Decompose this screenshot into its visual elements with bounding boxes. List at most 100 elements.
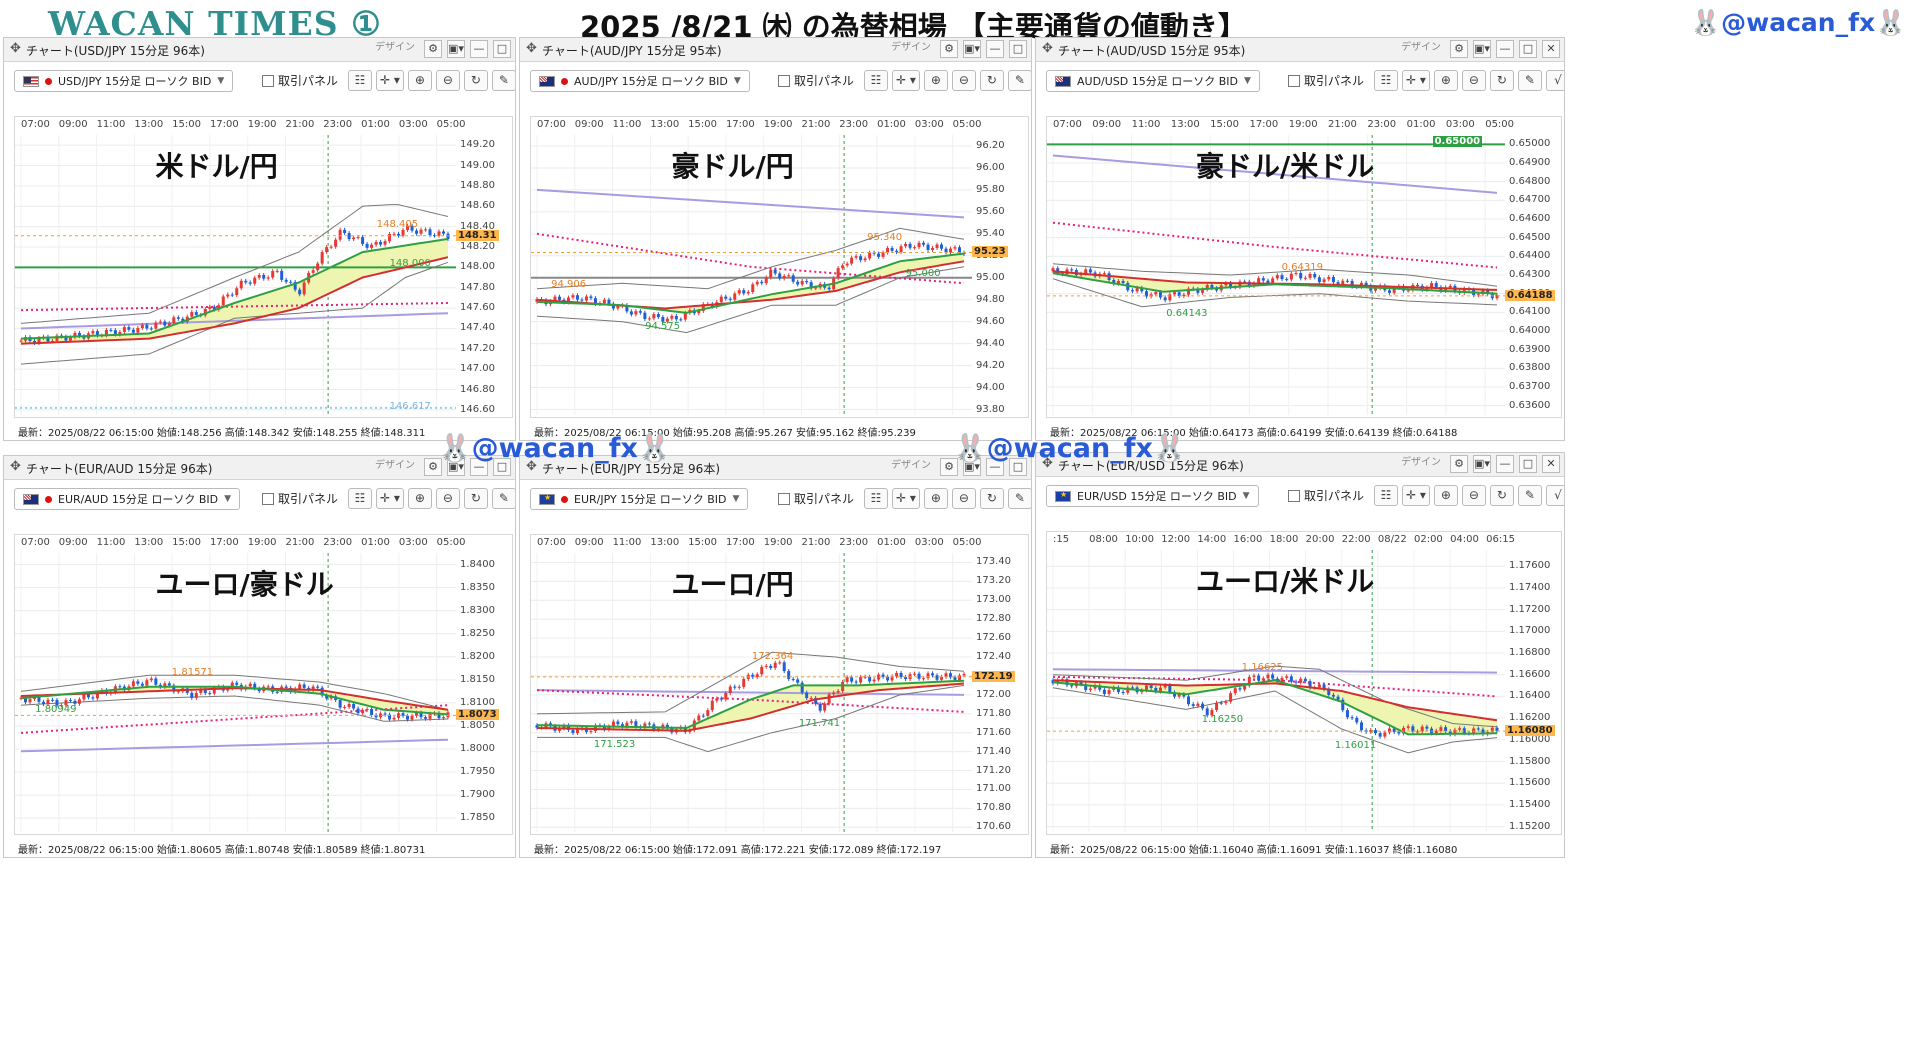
design-button[interactable]: デザイン	[891, 42, 931, 53]
trade-panel-checkbox[interactable]: 取引パネル	[262, 490, 338, 507]
move-handle-icon[interactable]: ✥	[1042, 41, 1053, 56]
trade-panel-checkbox[interactable]: 取引パネル	[1288, 487, 1364, 504]
design-button[interactable]: デザイン	[1401, 457, 1441, 468]
trade-panel-checkbox[interactable]: 取引パネル	[1288, 72, 1364, 89]
price-axis[interactable]: 1.8400 1.8350 1.8300 1.8250 1.8200 1.8150 1.81…	[456, 535, 514, 832]
checkbox-icon[interactable]	[1288, 74, 1300, 87]
symbol-select[interactable]: EUR/JPY 15分足 ローソク BID ▼	[530, 488, 749, 510]
chart-canvas[interactable]	[1047, 117, 1505, 417]
layout-menu-button[interactable]: ▣▾	[963, 458, 981, 476]
price-axis[interactable]: 1.17600 1.17400 1.17200 1.17000 1.16800 1.166…	[1505, 532, 1563, 832]
design-button[interactable]: デザイン	[375, 460, 415, 471]
chart-canvas[interactable]	[15, 117, 456, 417]
price-chart[interactable]: :15 08:00 10:00 12:00 14:00 16:00 18:00 20:00 22…	[1046, 531, 1562, 835]
chart-window[interactable]: ✥ チャート(AUD/USD 15分足 95本) デザイン ⚙ ▣▾ — □ ✕…	[1035, 37, 1565, 441]
maximize-button[interactable]: □	[493, 40, 511, 58]
symbol-select[interactable]: AUD/USD 15分足 ローソク BID ▼	[1046, 70, 1260, 92]
price-chart[interactable]: 07:00 09:00 11:00 13:00 15:00 17:00 19:00 21:00…	[530, 116, 1029, 418]
minimize-button[interactable]: —	[470, 40, 488, 58]
chart-window[interactable]: ✥ チャート(EUR/AUD 15分足 96本) デザイン ⚙ ▣▾ — □ E…	[3, 455, 516, 858]
trade-panel-checkbox[interactable]: 取引パネル	[778, 490, 854, 507]
minimize-button[interactable]: —	[1496, 455, 1514, 473]
draw-pen-icon[interactable]: ✎	[1007, 488, 1031, 509]
zoom-in-icon[interactable]: ⊕	[1433, 70, 1458, 91]
refresh-icon[interactable]: ↻	[463, 488, 488, 509]
design-button[interactable]: デザイン	[375, 42, 415, 53]
chart-canvas[interactable]	[531, 117, 972, 417]
crosshair-button[interactable]: ✛ ▾	[1402, 70, 1430, 91]
checkbox-icon[interactable]	[778, 492, 790, 505]
symbol-select[interactable]: AUD/JPY 15分足 ローソク BID ▼	[530, 70, 750, 92]
window-titlebar[interactable]: ✥ チャート(EUR/USD 15分足 96本) デザイン ⚙ ▣▾ — □ ✕	[1036, 453, 1564, 477]
minimize-button[interactable]: —	[986, 40, 1004, 58]
trade-panel-checkbox[interactable]: 取引パネル	[262, 72, 338, 89]
layout-menu-button[interactable]: ▣▾	[1473, 40, 1491, 58]
window-titlebar[interactable]: ✥ チャート(AUD/JPY 15分足 95本) デザイン ⚙ ▣▾ — □	[520, 38, 1031, 62]
refresh-icon[interactable]: ↻	[463, 70, 488, 91]
chart-window[interactable]: ✥ チャート(USD/JPY 15分足 96本) デザイン ⚙ ▣▾ — □ U…	[3, 37, 516, 441]
zoom-out-icon[interactable]: ⊖	[435, 488, 460, 509]
checkbox-icon[interactable]	[262, 492, 274, 505]
maximize-button[interactable]: □	[1009, 458, 1027, 476]
zoom-in-icon[interactable]: ⊕	[923, 70, 948, 91]
chart-window[interactable]: ✥ チャート(EUR/JPY 15分足 96本) デザイン ⚙ ▣▾ — □ E…	[519, 455, 1032, 858]
price-axis[interactable]: 0.65000 0.64900 0.64800 0.64700 0.64600 0.645…	[1505, 117, 1563, 415]
crosshair-button[interactable]: ✛ ▾	[1402, 485, 1430, 506]
chart-type-button[interactable]: ☷	[864, 488, 889, 509]
symbol-select[interactable]: EUR/AUD 15分足 ローソク BID ▼	[14, 488, 241, 510]
layout-menu-button[interactable]: ▣▾	[447, 40, 465, 58]
close-button[interactable]: ✕	[1542, 455, 1560, 473]
move-handle-icon[interactable]: ✥	[1042, 456, 1053, 471]
price-chart[interactable]: 07:00 09:00 11:00 13:00 15:00 17:00 19:00 21:00…	[1046, 116, 1562, 418]
chart-window[interactable]: ✥ チャート(EUR/USD 15分足 96本) デザイン ⚙ ▣▾ — □ ✕…	[1035, 452, 1565, 858]
move-handle-icon[interactable]: ✥	[526, 459, 537, 474]
chart-canvas[interactable]	[531, 535, 972, 834]
gear-icon[interactable]: ⚙	[1450, 40, 1468, 58]
chart-type-button[interactable]: ☷	[1374, 485, 1399, 506]
zoom-in-icon[interactable]: ⊕	[407, 488, 432, 509]
refresh-icon[interactable]: ↻	[1489, 485, 1514, 506]
gear-icon[interactable]: ⚙	[1450, 455, 1468, 473]
draw-pen-icon[interactable]: ✎	[1007, 70, 1031, 91]
gear-icon[interactable]: ⚙	[424, 40, 442, 58]
zoom-out-icon[interactable]: ⊖	[1461, 70, 1486, 91]
maximize-button[interactable]: □	[1519, 455, 1537, 473]
design-button[interactable]: デザイン	[891, 460, 931, 471]
zoom-out-icon[interactable]: ⊖	[1461, 485, 1486, 506]
move-handle-icon[interactable]: ✥	[526, 41, 537, 56]
price-chart[interactable]: 07:00 09:00 11:00 13:00 15:00 17:00 19:00 21:00…	[14, 116, 513, 418]
zoom-out-icon[interactable]: ⊖	[951, 488, 976, 509]
layout-menu-button[interactable]: ▣▾	[447, 458, 465, 476]
crosshair-button[interactable]: ✛ ▾	[376, 70, 404, 91]
chart-window[interactable]: ✥ チャート(AUD/JPY 15分足 95本) デザイン ⚙ ▣▾ — □ A…	[519, 37, 1032, 441]
gear-icon[interactable]: ⚙	[940, 458, 958, 476]
zoom-in-icon[interactable]: ⊕	[1433, 485, 1458, 506]
symbol-select[interactable]: USD/JPY 15分足 ローソク BID ▼	[14, 70, 234, 92]
move-handle-icon[interactable]: ✥	[10, 459, 21, 474]
draw-pen-icon[interactable]: ✎	[491, 488, 515, 509]
maximize-button[interactable]: □	[1519, 40, 1537, 58]
checkbox-icon[interactable]	[778, 74, 790, 87]
refresh-icon[interactable]: ↻	[979, 488, 1004, 509]
zoom-out-icon[interactable]: ⊖	[435, 70, 460, 91]
layout-menu-button[interactable]: ▣▾	[1473, 455, 1491, 473]
chart-canvas[interactable]	[15, 535, 456, 834]
price-chart[interactable]: 07:00 09:00 11:00 13:00 15:00 17:00 19:00 21:00…	[14, 534, 513, 835]
maximize-button[interactable]: □	[1009, 40, 1027, 58]
minimize-button[interactable]: —	[470, 458, 488, 476]
checkbox-icon[interactable]	[262, 74, 274, 87]
checkbox-icon[interactable]	[1288, 489, 1300, 502]
zoom-in-icon[interactable]: ⊕	[407, 70, 432, 91]
chart-canvas[interactable]	[1047, 532, 1505, 834]
window-titlebar[interactable]: ✥ チャート(AUD/USD 15分足 95本) デザイン ⚙ ▣▾ — □ ✕	[1036, 38, 1564, 62]
symbol-select[interactable]: EUR/USD 15分足 ローソク BID ▼	[1046, 485, 1259, 507]
draw-pen-icon[interactable]: ✎	[1517, 70, 1542, 91]
price-axis[interactable]: 173.40 173.20 173.00 172.80 172.60 172.40 172.…	[972, 535, 1030, 832]
chart-type-button[interactable]: ☷	[864, 70, 889, 91]
indicator-icon[interactable]: √	[1545, 485, 1564, 506]
crosshair-button[interactable]: ✛ ▾	[892, 488, 920, 509]
chart-type-button[interactable]: ☷	[1374, 70, 1399, 91]
gear-icon[interactable]: ⚙	[940, 40, 958, 58]
chart-type-button[interactable]: ☷	[348, 488, 373, 509]
gear-icon[interactable]: ⚙	[424, 458, 442, 476]
